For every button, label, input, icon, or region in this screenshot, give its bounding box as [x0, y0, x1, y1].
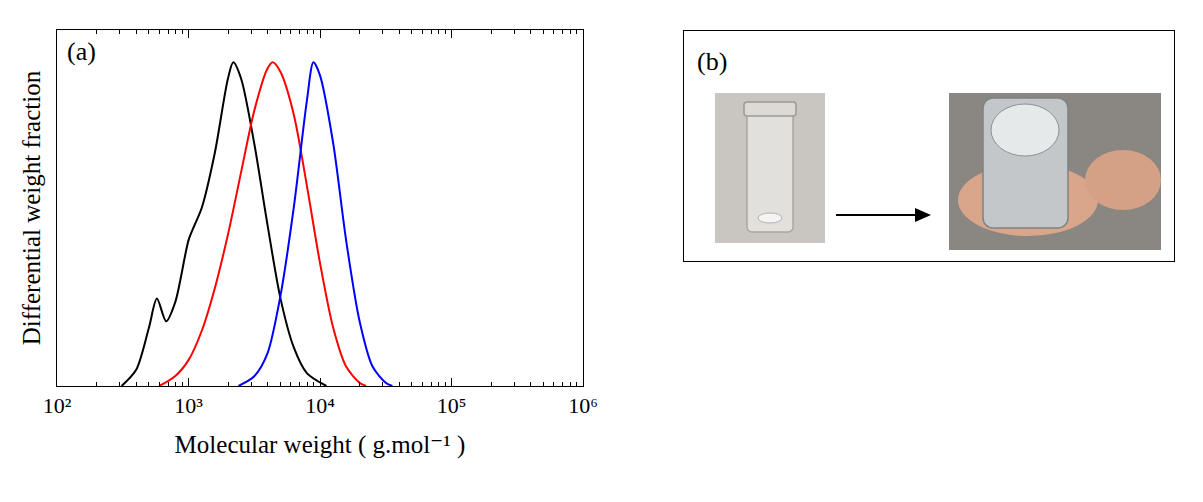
svg-text:10⁶: 10⁶ — [568, 393, 598, 418]
svg-text:(a): (a) — [67, 37, 96, 66]
svg-text:10²: 10² — [43, 393, 72, 418]
svg-text:10⁵: 10⁵ — [437, 393, 467, 418]
svg-text:Differential weight fraction: Differential weight fraction — [18, 70, 45, 345]
svg-text:10³: 10³ — [174, 393, 203, 418]
svg-text:Molecular weight ( g.mol⁻¹ ): Molecular weight ( g.mol⁻¹ ) — [175, 431, 466, 459]
svg-text:(b): (b) — [697, 47, 727, 76]
svg-text:10⁴: 10⁴ — [305, 393, 335, 418]
